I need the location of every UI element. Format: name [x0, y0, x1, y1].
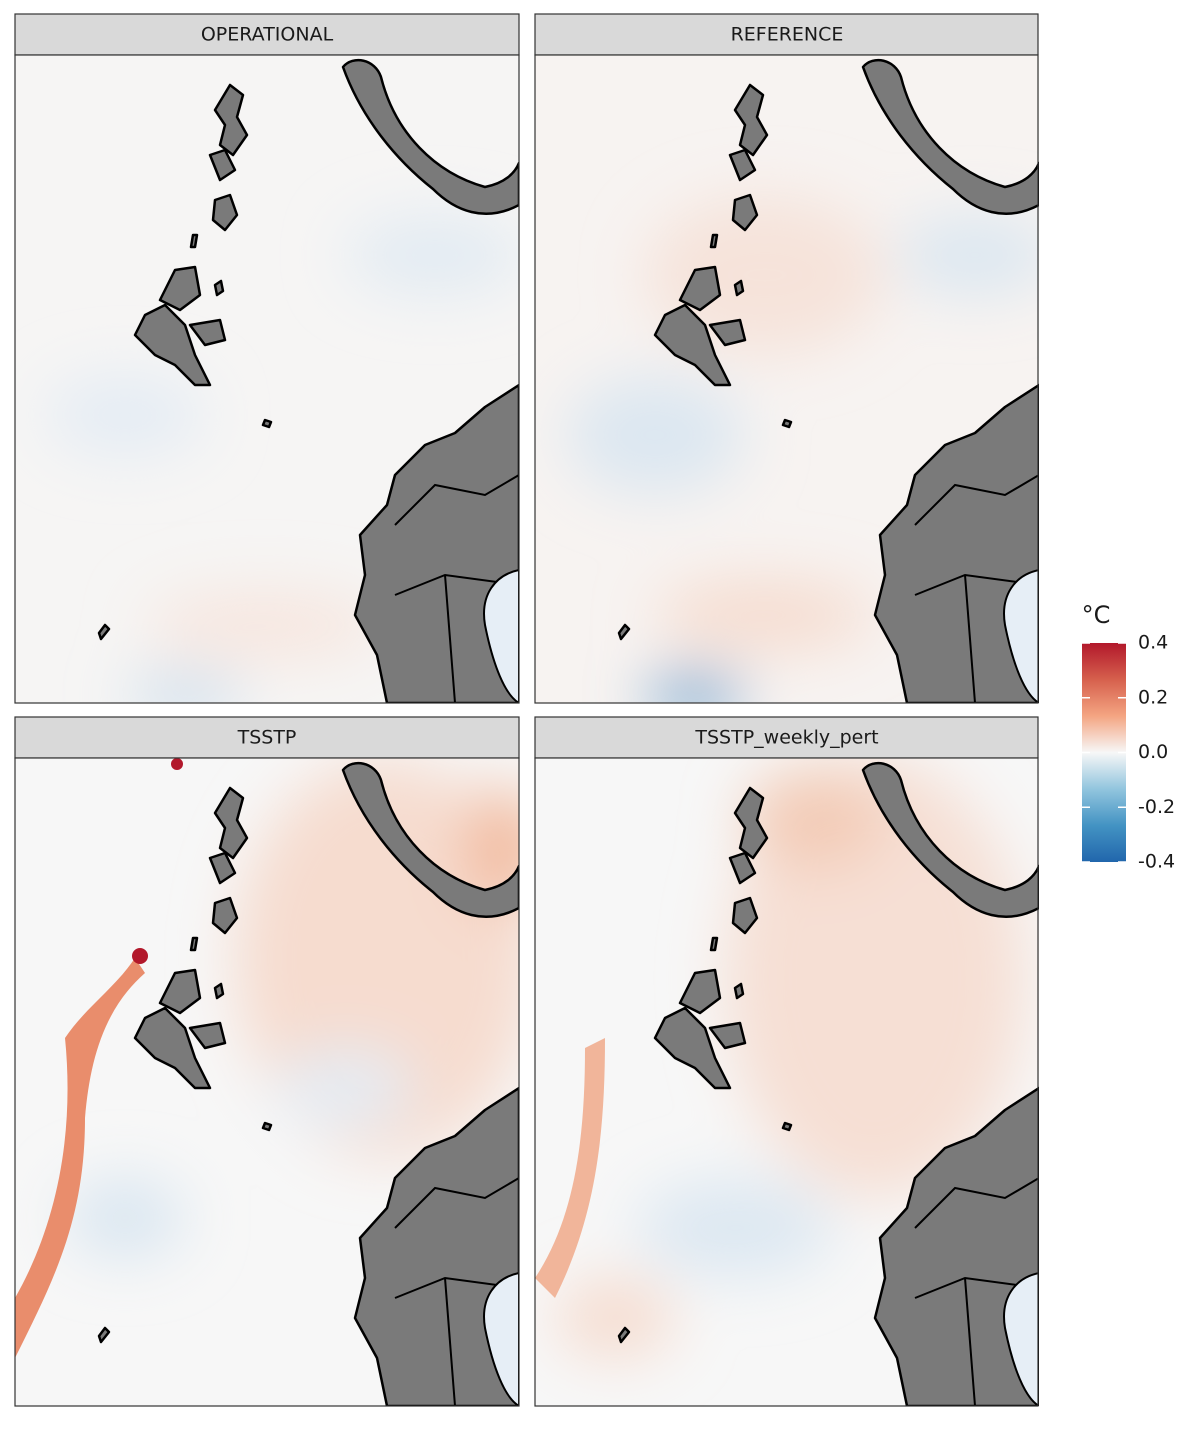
panel-title: TSSTP: [237, 727, 297, 749]
colorbar-tick-label: 0.2: [1138, 686, 1168, 708]
panel-title: TSSTP_weekly_pert: [694, 727, 878, 749]
panel-strip: [534, 13, 1039, 56]
legend-title: °C: [1082, 601, 1111, 629]
colorbar-tick-label: 0.0: [1138, 741, 1168, 763]
map: [15, 758, 519, 1406]
colorbar-tick-label: -0.4: [1138, 851, 1175, 873]
colorbar-tick-label: 0.4: [1138, 632, 1168, 654]
panel-strip: [14, 716, 520, 759]
map: [535, 55, 1039, 703]
panel-strip: [14, 13, 520, 56]
legend: °C 0.4 0.2 0.0 -0.2 -0.4: [1082, 601, 1175, 873]
colorbar-tick-label: -0.2: [1138, 796, 1175, 818]
panel: TSSTP: [14, 716, 520, 1407]
panel: TSSTP_weekly_pert: [534, 716, 1039, 1407]
panel: REFERENCE: [534, 13, 1039, 704]
panel-strip: [534, 716, 1039, 759]
panel-title: OPERATIONAL: [201, 24, 334, 46]
panel: OPERATIONAL: [14, 13, 520, 704]
map: [535, 758, 1039, 1406]
panel-title: REFERENCE: [731, 24, 844, 46]
map: [15, 55, 519, 703]
